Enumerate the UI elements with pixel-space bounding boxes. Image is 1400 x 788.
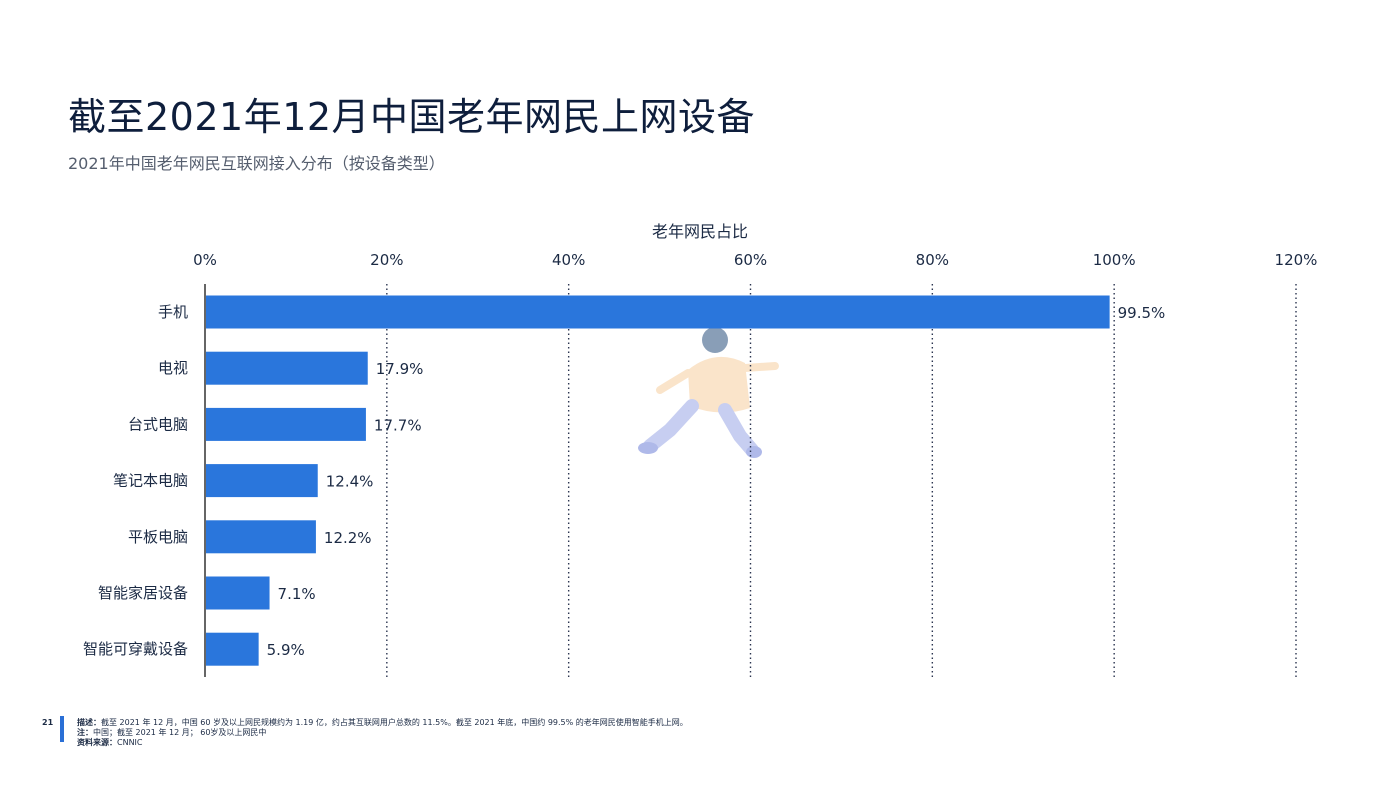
source-line: 资料来源：CNNIC [77, 738, 688, 748]
value-labels: 99.5% 17.9% 17.7% 12.4% 12.2% 7.1% 5.9% [267, 304, 1166, 659]
x-tick-label: 40% [552, 251, 585, 269]
x-tick-label: 60% [734, 251, 767, 269]
footer-notes: 描述：截至 2021 年 12 月，中国 60 岁及以上网民规模约为 1.19 … [77, 718, 688, 748]
category-label: 智能可穿戴设备 [83, 640, 188, 658]
value-label: 99.5% [1118, 304, 1166, 322]
note-text: 中国；截至 2021 年 12 月； 60岁及以上网民中 [93, 728, 267, 737]
note-label: 注： [77, 728, 93, 737]
value-label: 17.9% [376, 360, 424, 378]
footer-accent-bar [60, 716, 64, 742]
x-tick-label: 0% [193, 251, 217, 269]
note-line: 注：中国；截至 2021 年 12 月； 60岁及以上网民中 [77, 728, 688, 738]
category-label: 平板电脑 [128, 528, 188, 546]
bar [206, 407, 366, 441]
x-tick-label: 80% [916, 251, 949, 269]
description-line: 描述：截至 2021 年 12 月，中国 60 岁及以上网民规模约为 1.19 … [77, 718, 688, 728]
x-axis-ticks: 0% 20% 40% 60% 80% 100% 120% [193, 251, 1317, 269]
page-number: 21 [42, 718, 54, 727]
page-title: 截至2021年12月中国老年网民上网设备 [68, 95, 756, 139]
description-text: 截至 2021 年 12 月，中国 60 岁及以上网民规模约为 1.19 亿，约… [101, 718, 688, 727]
value-label: 17.7% [374, 416, 422, 434]
bar [206, 464, 318, 498]
bar-chart: 0% 20% 40% 60% 80% 100% 120% 手机电视台式电脑笔记本电脑平板电脑… [83, 222, 1317, 677]
value-label: 12.4% [326, 473, 374, 491]
category-label: 电视 [158, 359, 188, 377]
category-label: 台式电脑 [128, 415, 188, 433]
source-text: CNNIC [117, 738, 143, 747]
grid-lines [386, 284, 1297, 677]
x-tick-label: 20% [370, 251, 403, 269]
value-label: 12.2% [324, 529, 372, 547]
runner-mascot-icon [638, 327, 779, 458]
bar [206, 576, 270, 610]
bar [206, 632, 259, 666]
source-label: 资料来源： [77, 738, 117, 747]
value-label: 5.9% [267, 641, 305, 659]
value-label: 7.1% [278, 585, 316, 603]
bar [206, 351, 368, 385]
category-label: 手机 [158, 303, 188, 321]
x-tick-label: 100% [1093, 251, 1136, 269]
category-label: 笔记本电脑 [113, 472, 188, 490]
bars [206, 295, 1110, 666]
category-label: 智能家居设备 [98, 584, 188, 602]
description-label: 描述： [77, 718, 101, 727]
page-subtitle: 2021年中国老年网民互联网接入分布（按设备类型） [68, 154, 445, 173]
x-axis-title: 老年网民占比 [652, 222, 748, 241]
bar [206, 520, 316, 554]
bar [206, 295, 1110, 329]
x-tick-label: 120% [1275, 251, 1318, 269]
